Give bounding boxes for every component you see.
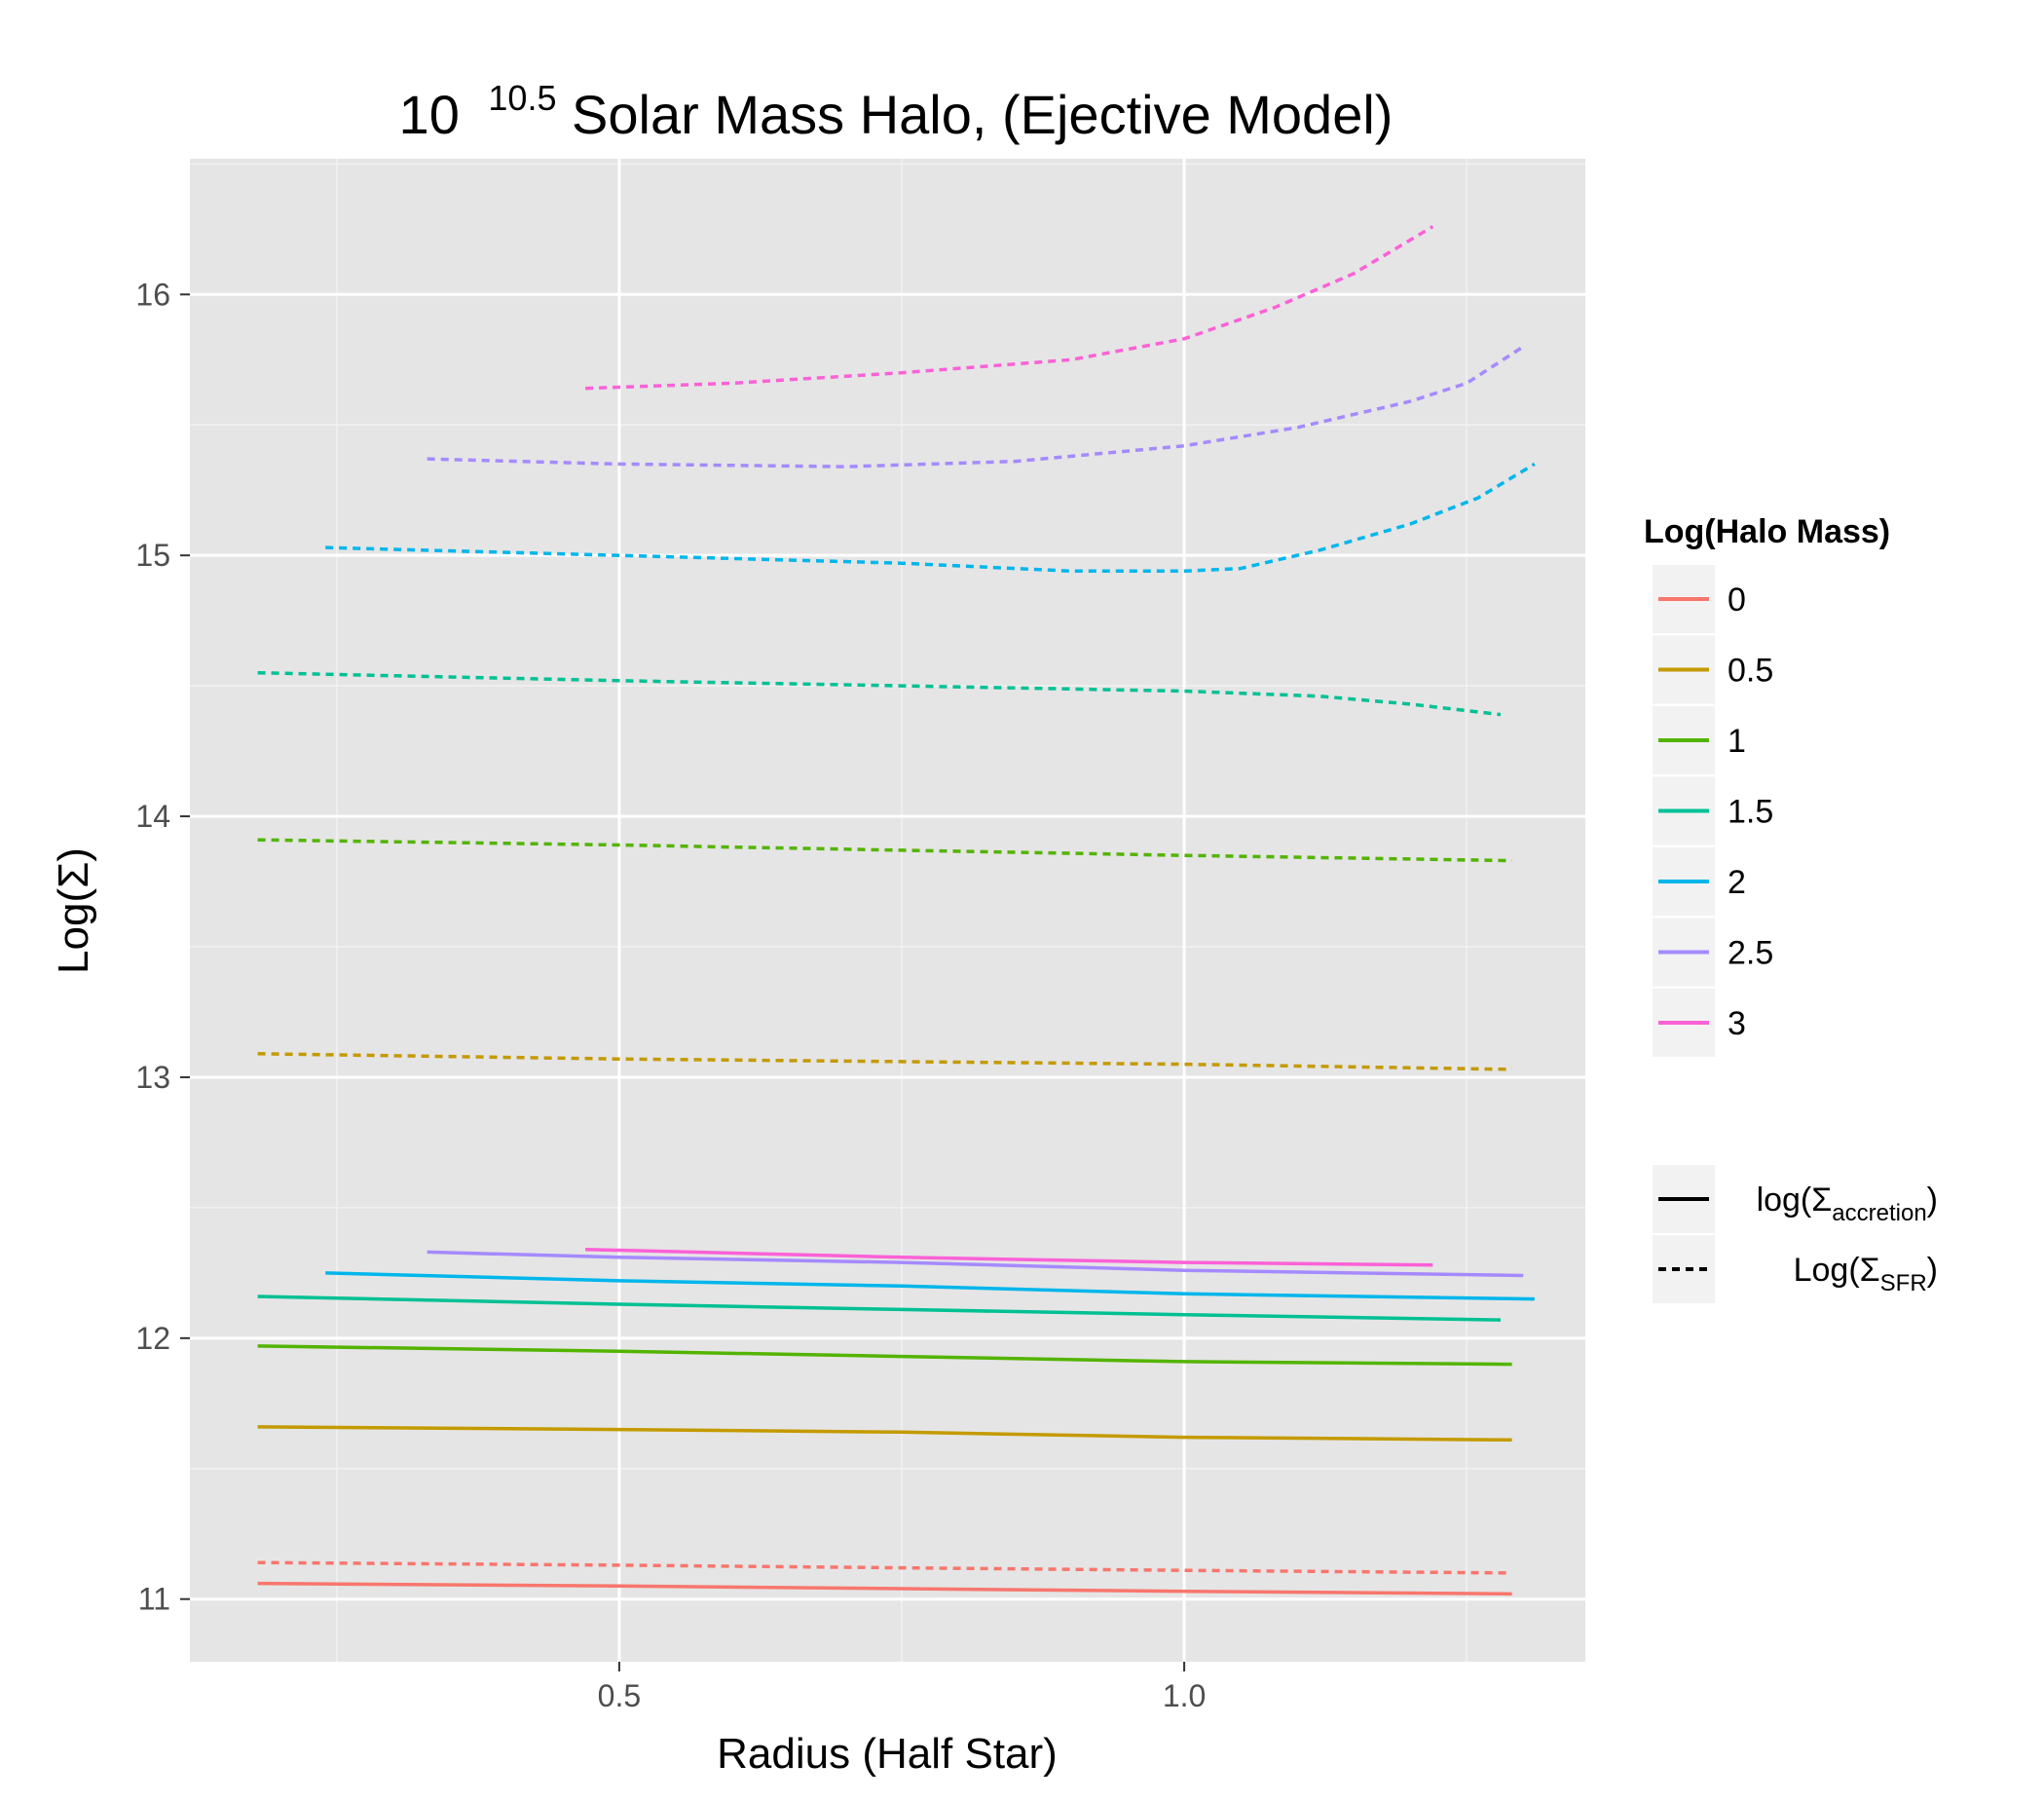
linetype-close: ) [1927, 1252, 1938, 1289]
legend-entry-label: 1 [1728, 723, 1746, 760]
color-legend-title: Log(Halo Mass) [1644, 513, 1890, 550]
series-line-solid-halo-0_5 [257, 1425, 1512, 1443]
series-layer [257, 225, 1536, 1596]
title-exponent: 10.5 [488, 78, 556, 118]
color-legend: Log(Halo Mass) 0 0.5 1 1.5 2 2.5 3 [1644, 513, 1890, 1057]
linetype-subscript: accretion [1832, 1200, 1926, 1226]
legend-entry-label: 1.5 [1728, 794, 1773, 831]
linetype-entry-label: log(Σaccretion) [1757, 1182, 1938, 1226]
legend-entry-label: 0.5 [1728, 653, 1773, 690]
y-tick-label: 14 [135, 799, 170, 834]
series-line-solid-halo-2_5 [427, 1250, 1524, 1278]
y-tick-label: 13 [135, 1060, 170, 1095]
chart-title: 10 10.5 Solar Mass Halo, (Ejective Model… [399, 60, 1394, 145]
title-base: 10 [399, 84, 460, 145]
y-axis: 11 12 13 14 15 16 [135, 277, 190, 1617]
plot-panel [190, 159, 1585, 1662]
series-line-solid-halo-3 [585, 1247, 1433, 1267]
y-tick-label: 11 [138, 1582, 170, 1617]
series-line-dashed-halo-0_5 [257, 1052, 1512, 1071]
y-tick-label: 15 [135, 538, 170, 573]
series-line-dashed-halo-2 [325, 462, 1536, 574]
linetype-close: ) [1927, 1182, 1938, 1219]
minor-gridlines [190, 159, 1585, 1662]
title-rest: Solar Mass Halo, (Ejective Model) [572, 84, 1393, 145]
x-axis: 0.5 1.0 [598, 1662, 1206, 1713]
x-tick-label: 0.5 [598, 1678, 641, 1713]
series-line-dashed-halo-2_5 [427, 345, 1525, 469]
y-axis-title: Log(Σ) [50, 847, 97, 974]
series-line-dashed-halo-0 [257, 1560, 1512, 1575]
series-line-solid-halo-1 [257, 1344, 1512, 1367]
series-line-solid-halo-2 [325, 1271, 1535, 1301]
series-line-solid-halo-1_5 [257, 1294, 1502, 1322]
linetype-legend: log(Σaccretion)Log(ΣSFR) [1653, 1165, 1938, 1303]
series-line-solid-halo-0 [257, 1581, 1512, 1596]
y-tick-label: 12 [135, 1321, 170, 1356]
linetype-func: log(Σ [1757, 1182, 1833, 1219]
linetype-entry-label: Log(ΣSFR) [1794, 1252, 1938, 1296]
series-line-dashed-halo-3 [585, 225, 1434, 391]
major-gridlines [190, 159, 1585, 1662]
series-line-dashed-halo-1 [257, 838, 1512, 863]
series-line-dashed-halo-1_5 [257, 670, 1502, 717]
legend-entry-label: 0 [1728, 582, 1746, 619]
linetype-subscript: SFR [1880, 1270, 1927, 1296]
x-tick-label: 1.0 [1163, 1678, 1206, 1713]
linetype-func: Log(Σ [1794, 1252, 1880, 1289]
x-axis-title: Radius (Half Star) [717, 1730, 1058, 1778]
legend-entry-label: 2.5 [1728, 935, 1773, 972]
y-tick-label: 16 [135, 277, 170, 312]
legend-entry-label: 2 [1728, 864, 1746, 901]
legend-entry-label: 3 [1728, 1005, 1746, 1042]
